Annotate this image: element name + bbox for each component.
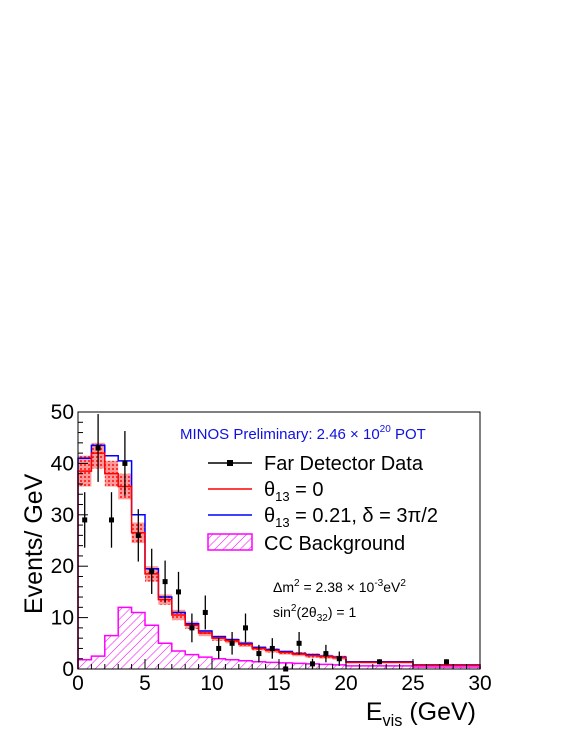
legend: Far Detector Data θ13 = 0 θ13 = 0.21, δ … [207,453,438,555]
chart-title: MINOS Preliminary: 2.46 × 1020 POT [180,424,426,443]
y-tick-label: 40 [51,452,74,475]
annotation-dm2: Δm2 = 2.38 × 10-3eV2 [273,578,406,595]
x-tick-label: 10 [200,672,223,695]
cc-background-fill [78,607,480,669]
data-point [95,445,101,451]
data-point [377,659,382,665]
data-point [122,460,128,466]
y-tick-label: 50 [51,401,74,424]
x-tick-label: 25 [401,672,424,695]
x-tick-label: 30 [468,672,491,695]
legend-item-theta13-zero: θ13 = 0 [208,479,324,504]
legend-item-theta13-021: θ13 = 0.21, δ = 3π/2 [208,505,438,530]
y-axis: 0 10 20 30 40 50 [51,401,88,681]
svg-text:CC Background: CC Background [264,533,405,555]
data-point [243,625,248,631]
data-point [162,579,168,585]
x-axis-title: Evis (GeV) [366,698,476,730]
cc-background-line [77,606,481,669]
data-point [189,625,195,631]
legend-item-data: Far Detector Data [208,453,424,475]
data-point [256,651,262,657]
plot-area [77,414,481,672]
data-point [149,568,155,574]
y-axis-title: Events/ GeV [20,473,48,614]
svg-text:Far Detector Data: Far Detector Data [264,453,424,475]
data-point [310,661,315,667]
data-point [216,645,222,651]
x-tick-label: 5 [139,672,151,695]
data-point [269,645,275,651]
data-point [202,609,208,615]
series-cc-background [77,606,481,669]
svg-text:θ13 = 0: θ13 = 0 [264,479,324,504]
x-axis: 0 5 10 15 20 25 30 [72,659,492,695]
y-tick-label: 30 [51,504,74,527]
data-point [229,640,235,646]
y-tick-label: 10 [51,607,74,630]
legend-item-cc-background: CC Background [207,533,405,555]
data-point [336,656,342,662]
annotation-sin2: sin2(2θ32) = 1 [273,603,356,624]
data-point [176,589,181,595]
data-point [82,517,88,523]
x-tick-label: 0 [72,672,84,695]
svg-text:θ13 = 0.21, δ = 3π/2: θ13 = 0.21, δ = 3π/2 [264,505,438,530]
data-point [109,517,114,523]
data-point [323,651,329,657]
y-tick-label: 0 [62,658,74,681]
x-tick-label: 20 [334,672,357,695]
x-tick-label: 15 [267,672,290,695]
y-tick-label: 20 [51,555,74,578]
data-point [135,532,141,538]
data-point [296,640,302,646]
data-point [444,659,449,665]
series-far-detector-data [82,414,449,672]
